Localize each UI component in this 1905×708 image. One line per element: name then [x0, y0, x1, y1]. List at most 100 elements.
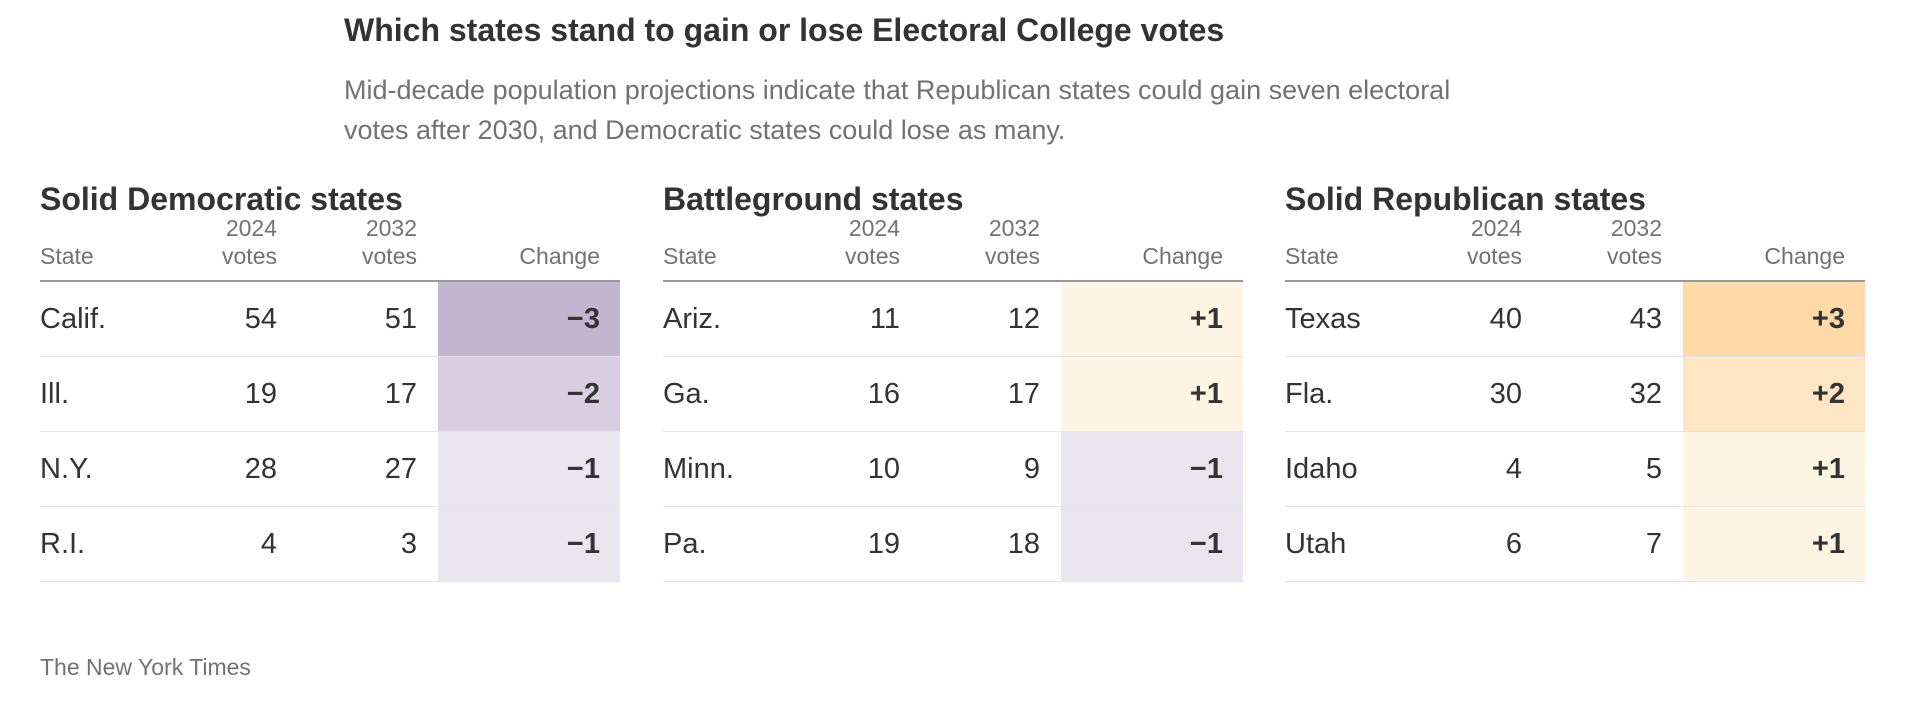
table-row: Idaho 4 5 +1 — [1285, 432, 1865, 507]
votes-2032: 17 — [384, 378, 417, 410]
votes-2024: 28 — [244, 453, 277, 485]
change-cell: +3 — [1683, 282, 1865, 356]
table-row: Minn. 10 9 −1 — [663, 432, 1243, 507]
votes-2024: 6 — [1505, 528, 1522, 560]
votes-2024: 19 — [867, 528, 900, 560]
column-header-votes: votes — [985, 243, 1040, 269]
votes-2024: 11 — [869, 303, 900, 335]
column-header-year: 2032 — [1610, 215, 1662, 241]
column-header-votes: votes — [1467, 243, 1522, 269]
state-name: Idaho — [1285, 453, 1358, 485]
column-header-year: 2032 — [365, 215, 417, 241]
state-name: Pa. — [663, 528, 707, 560]
column-header-row: State 2024 votes 2032 votes Change — [40, 215, 620, 282]
group-title: Solid Democratic states — [40, 181, 403, 217]
state-name: Calif. — [40, 303, 107, 335]
votes-2032: 43 — [1629, 303, 1662, 335]
votes-2024: 16 — [867, 378, 900, 410]
votes-2032: 12 — [1007, 303, 1040, 335]
change-cell: +1 — [1683, 507, 1865, 581]
column-header-votes: votes — [362, 243, 417, 269]
tables-container: Solid Democratic states State 2024 votes 203… — [40, 178, 1865, 598]
source-credit: The New York Times — [40, 654, 251, 680]
column-header-2032-votes: 2032 votes — [362, 214, 417, 270]
change-cell: +1 — [1061, 357, 1243, 431]
votes-2032: 51 — [384, 303, 417, 335]
votes-2032: 17 — [1007, 378, 1040, 410]
table-group: Solid Republican states State 2024 votes 203… — [1285, 178, 1865, 582]
column-header-state: State — [663, 243, 717, 269]
table-group: Battleground states State 2024 votes 2032 vot… — [663, 178, 1243, 582]
votes-2024: 10 — [867, 453, 900, 485]
column-header-votes: votes — [1607, 243, 1662, 269]
votes-2024: 4 — [260, 528, 277, 560]
votes-2024: 40 — [1489, 303, 1522, 335]
change-cell: −2 — [438, 357, 620, 431]
table-row: Calif. 54 51 −3 — [40, 282, 620, 357]
column-header-2024-votes: 2024 votes — [845, 214, 900, 270]
chart-title: Which states stand to gain or lose Elect… — [344, 12, 1225, 48]
table-row: Pa. 19 18 −1 — [663, 507, 1243, 582]
votes-2032: 5 — [1645, 453, 1662, 485]
table-row: Ga. 16 17 +1 — [663, 357, 1243, 432]
column-header-change: Change — [1764, 243, 1845, 269]
change-cell: −1 — [438, 432, 620, 506]
table-row: Ill. 19 17 −2 — [40, 357, 620, 432]
column-header-2024-votes: 2024 votes — [222, 214, 277, 270]
table-row: R.I. 4 3 −1 — [40, 507, 620, 582]
state-name: Minn. — [663, 453, 734, 485]
state-name: Utah — [1285, 528, 1347, 560]
state-name: Ariz. — [663, 303, 721, 335]
chart-header: Which states stand to gain or lose Elect… — [344, 10, 1584, 150]
column-header-row: State 2024 votes 2032 votes Change — [663, 215, 1243, 282]
column-header-year: 2032 — [988, 215, 1040, 241]
column-header-change: Change — [1142, 243, 1223, 269]
state-name: Texas — [1285, 303, 1361, 335]
votes-2024: 4 — [1505, 453, 1522, 485]
change-cell: +1 — [1061, 282, 1243, 356]
change-cell: −3 — [438, 282, 620, 356]
state-name: R.I. — [40, 528, 86, 560]
votes-2032: 9 — [1023, 453, 1040, 485]
column-header-votes: votes — [222, 243, 277, 269]
state-name: Ill. — [40, 378, 69, 410]
chart-subtitle: Mid-decade population projections indica… — [344, 70, 1584, 150]
column-header-2032-votes: 2032 votes — [1607, 214, 1662, 270]
column-header-state: State — [40, 243, 94, 269]
table-row: Utah 6 7 +1 — [1285, 507, 1865, 582]
group-title: Battleground states — [663, 181, 964, 217]
votes-2032: 3 — [400, 528, 417, 560]
votes-2024: 30 — [1489, 378, 1522, 410]
column-header-state: State — [1285, 243, 1339, 269]
column-header-row: State 2024 votes 2032 votes Change — [1285, 215, 1865, 282]
group-title: Solid Republican states — [1285, 181, 1646, 217]
state-name: Fla. — [1285, 378, 1334, 410]
column-header-2024-votes: 2024 votes — [1467, 214, 1522, 270]
column-header-2032-votes: 2032 votes — [985, 214, 1040, 270]
table-row: N.Y. 28 27 −1 — [40, 432, 620, 507]
votes-2024: 19 — [244, 378, 277, 410]
change-cell: −1 — [1061, 432, 1243, 506]
votes-2032: 27 — [384, 453, 417, 485]
votes-2032: 18 — [1007, 528, 1040, 560]
change-cell: −1 — [1061, 507, 1243, 581]
subtitle-line-2: votes after 2030, and Democratic states … — [344, 115, 1066, 145]
change-cell: +1 — [1683, 432, 1865, 506]
change-cell: +2 — [1683, 357, 1865, 431]
subtitle-line-1: Mid-decade population projections indica… — [344, 75, 1451, 105]
change-cell: −1 — [438, 507, 620, 581]
table-row: Texas 40 43 +3 — [1285, 282, 1865, 357]
column-header-year: 2024 — [848, 215, 900, 241]
column-header-votes: votes — [845, 243, 900, 269]
state-name: N.Y. — [40, 453, 93, 485]
column-header-year: 2024 — [1470, 215, 1522, 241]
table-row: Ariz. 11 12 +1 — [663, 282, 1243, 357]
votes-2024: 54 — [244, 303, 277, 335]
state-name: Ga. — [663, 378, 710, 410]
votes-2032: 7 — [1645, 528, 1662, 560]
table-group: Solid Democratic states State 2024 votes 203… — [40, 178, 620, 582]
column-header-year: 2024 — [225, 215, 277, 241]
votes-2032: 32 — [1629, 378, 1662, 410]
table-row: Fla. 30 32 +2 — [1285, 357, 1865, 432]
column-header-change: Change — [519, 243, 600, 269]
